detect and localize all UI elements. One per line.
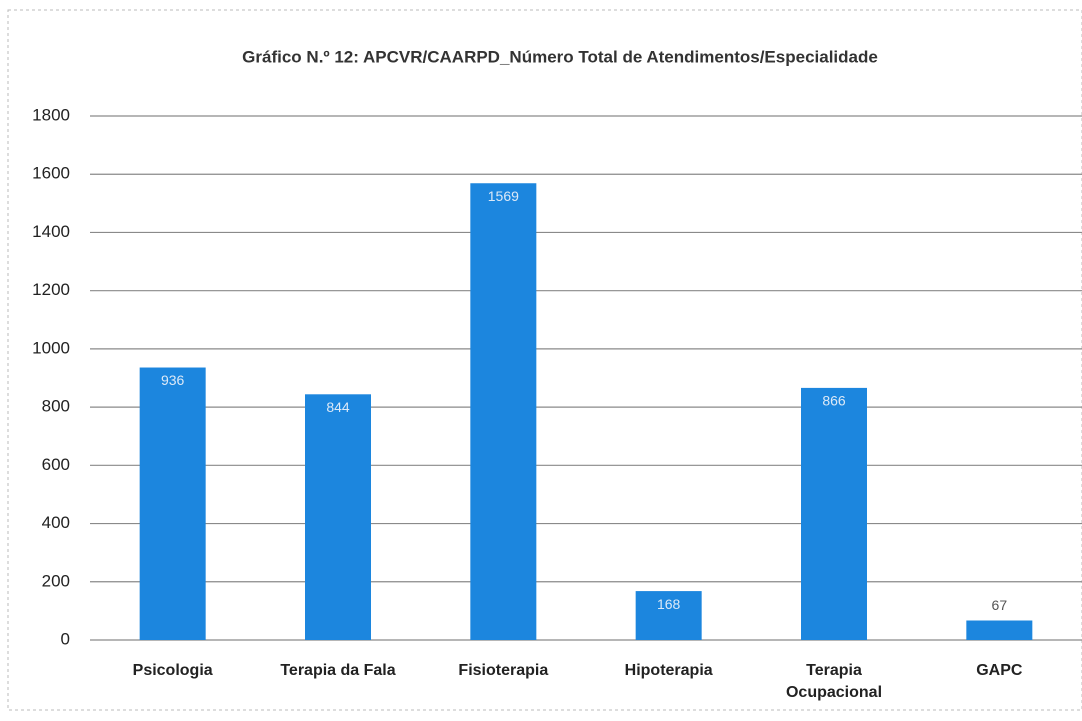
y-tick-label: 1400 xyxy=(32,222,70,241)
data-label: 168 xyxy=(657,596,681,612)
bar xyxy=(470,183,537,640)
x-tick-label: Fisioterapia xyxy=(458,662,549,679)
chart-border xyxy=(7,9,1082,711)
data-label: 67 xyxy=(992,597,1008,613)
y-tick-label: 1200 xyxy=(32,280,70,299)
bar xyxy=(635,591,702,640)
x-tick-label: Terapia da Fala xyxy=(280,662,396,679)
x-tick-label: GAPC xyxy=(976,662,1023,679)
data-label: 1569 xyxy=(488,188,519,204)
y-tick-label: 400 xyxy=(42,513,70,532)
data-label: 844 xyxy=(326,399,350,415)
bar xyxy=(139,367,206,640)
bar xyxy=(305,394,371,640)
y-tick-label: 200 xyxy=(42,571,70,590)
x-tick-label: Hipoterapia xyxy=(624,662,713,679)
bar xyxy=(966,620,1033,640)
y-tick-label: 1600 xyxy=(32,164,70,183)
data-label: 936 xyxy=(161,372,185,388)
x-tick-label: Psicologia xyxy=(132,662,213,679)
y-tick-label: 1800 xyxy=(32,105,70,124)
y-tick-label: 1000 xyxy=(32,338,70,357)
y-tick-label: 800 xyxy=(42,397,70,416)
y-tick-label: 0 xyxy=(61,629,70,648)
data-label: 866 xyxy=(822,393,846,409)
x-tick-label: Terapia Ocupacional xyxy=(785,662,883,701)
chart-title: Gráfico N.º 12: APCVR/CAARPD_Número Tota… xyxy=(242,47,878,66)
bar xyxy=(801,387,867,640)
y-tick-label: 600 xyxy=(42,455,70,474)
